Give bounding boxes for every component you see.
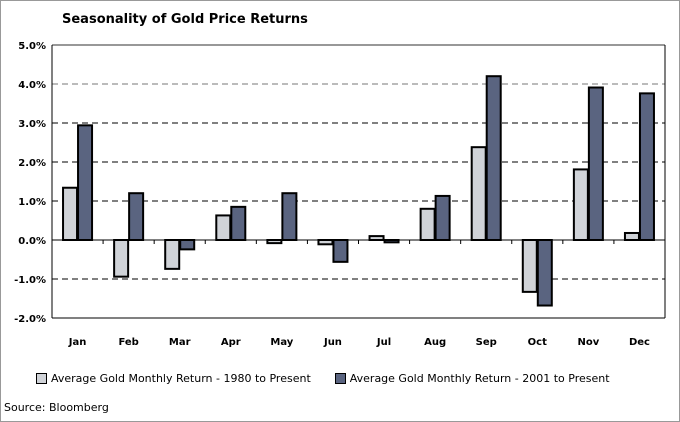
y-tick-label: 2.0% xyxy=(18,158,46,169)
bar-jun-series-1 xyxy=(317,239,334,246)
y-tick-label: 4.0% xyxy=(18,80,46,91)
bar-jun-series-2 xyxy=(332,239,349,263)
bar-mar-series-2 xyxy=(179,239,196,251)
bar-oct-series-1 xyxy=(521,239,538,293)
y-tick-label: 0.0% xyxy=(18,236,46,247)
legend-label-2001: Average Gold Monthly Return - 2001 to Pr… xyxy=(349,372,610,385)
bar-apr-series-1 xyxy=(215,214,232,241)
x-tick-label: Feb xyxy=(118,337,138,348)
source-note: Source: Bloomberg xyxy=(4,401,109,414)
x-tick-label: Apr xyxy=(221,337,241,348)
bar-dec-series-1 xyxy=(623,231,640,241)
bar-sep-series-2 xyxy=(485,75,502,241)
bar-feb-series-1 xyxy=(113,239,130,278)
bar-sep-series-1 xyxy=(470,146,487,241)
bar-oct-series-2 xyxy=(536,239,553,307)
y-tick-label: -2.0% xyxy=(14,314,46,325)
x-tick-label: Oct xyxy=(528,337,547,348)
bar-dec-series-2 xyxy=(638,92,655,241)
x-tick-label: Mar xyxy=(169,337,191,348)
bar-jan-series-2 xyxy=(77,124,94,241)
x-tick-label: Jul xyxy=(376,337,391,348)
bar-mar-series-1 xyxy=(164,239,181,270)
legend-swatch-1980 xyxy=(36,373,47,384)
bar-aug-series-1 xyxy=(419,207,436,242)
x-tick-label: Sep xyxy=(476,337,497,348)
bar-jan-series-1 xyxy=(62,186,79,242)
legend-swatch-2001 xyxy=(334,373,346,384)
bar-nov-series-2 xyxy=(587,86,604,242)
bar-jul-series-1 xyxy=(368,235,385,242)
bar-may-series-2 xyxy=(281,192,298,241)
x-tick-label: Jun xyxy=(323,337,342,348)
x-tick-label: May xyxy=(270,337,293,348)
y-tick-label: 5.0% xyxy=(18,41,46,52)
x-tick-label: Dec xyxy=(629,337,650,348)
x-tick-label: Aug xyxy=(424,337,446,348)
y-tick-label: 1.0% xyxy=(18,197,46,208)
bar-nov-series-1 xyxy=(572,168,589,241)
x-tick-label: Nov xyxy=(577,337,599,348)
bar-apr-series-2 xyxy=(230,205,247,242)
y-tick-label: 3.0% xyxy=(18,119,46,130)
legend-item-1980: Average Gold Monthly Return - 1980 to Pr… xyxy=(36,372,311,385)
bar-feb-series-2 xyxy=(128,192,145,241)
legend-label-1980: Average Gold Monthly Return - 1980 to Pr… xyxy=(51,372,311,385)
chart-title: Seasonality of Gold Price Returns xyxy=(62,12,308,27)
x-tick-label: Jan xyxy=(68,337,87,348)
legend: Average Gold Monthly Return - 1980 to Pr… xyxy=(36,372,610,385)
legend-item-2001: Average Gold Monthly Return - 2001 to Pr… xyxy=(334,372,610,385)
bar-aug-series-2 xyxy=(434,194,451,241)
y-tick-label: -1.0% xyxy=(14,275,46,286)
